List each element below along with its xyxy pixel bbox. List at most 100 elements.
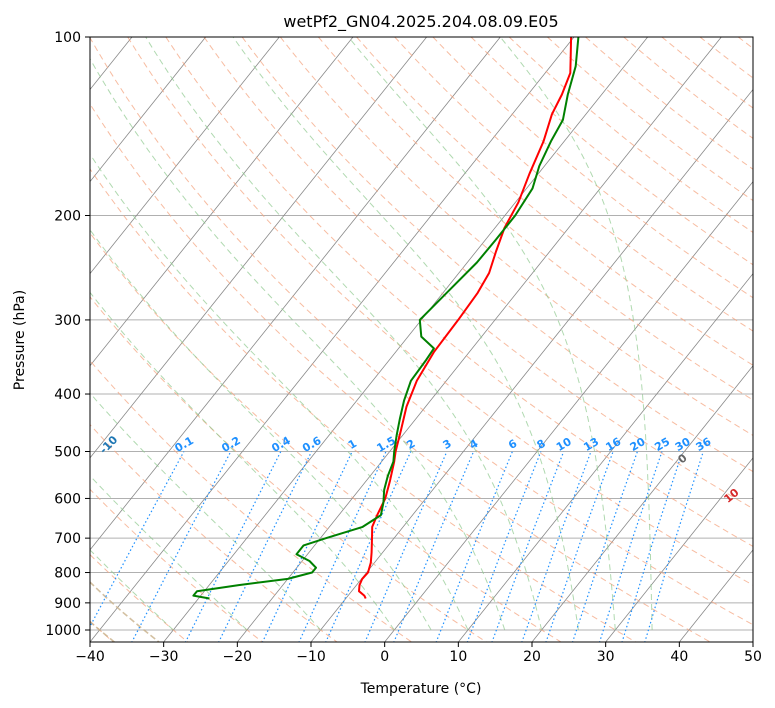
moist-adiabat-line	[232, 37, 579, 631]
x-tick-label: 20	[523, 649, 541, 665]
isotherm-line	[457, 273, 753, 642]
y-axis-label: Pressure (hPa)	[12, 290, 28, 390]
x-tick-label: −40	[75, 649, 105, 665]
x-tick-label: −30	[149, 649, 179, 665]
temperature-line	[358, 37, 573, 599]
moist-adiabat-line	[90, 229, 432, 631]
dry-adiabat-line	[508, 37, 753, 234]
dry-adiabat-line	[90, 423, 338, 642]
mixing-ratio-line	[131, 451, 232, 642]
dry-adiabat-label: -20	[30, 425, 53, 448]
x-tick-label: 10	[449, 649, 467, 665]
dry-adiabat-line	[90, 488, 264, 642]
x-tick-label: −20	[223, 649, 253, 665]
dry-adiabat-line	[90, 103, 712, 642]
isotherm-line	[605, 457, 753, 642]
isotherm-line	[531, 365, 753, 642]
isotherm-line	[0, 37, 58, 643]
dry-adiabat-line	[90, 554, 189, 642]
moist-adiabat-line	[90, 475, 248, 631]
mixing-ratio-line	[184, 451, 282, 642]
dry-adiabat-line	[737, 37, 753, 49]
mixing-ratio-line	[325, 451, 412, 642]
moist-adiabat-line	[90, 153, 469, 631]
dry-adiabat-line	[356, 37, 753, 366]
y-tick-label: 1000	[45, 623, 81, 639]
mixing-ratio-line	[521, 451, 592, 642]
mixing-ratio-label: 1	[346, 437, 359, 452]
mixing-ratio-line	[298, 451, 387, 642]
x-tick-label: 40	[670, 649, 688, 665]
moist-adiabat-line	[90, 549, 174, 631]
x-tick-label: 0	[380, 649, 389, 665]
y-tick-label: 900	[54, 596, 81, 612]
dry-adiabat-line	[90, 232, 562, 642]
y-tick-label: 400	[54, 387, 81, 403]
series-layer	[192, 37, 580, 600]
moist-adiabat-label: 20	[772, 522, 775, 542]
mixing-ratio-line	[261, 451, 353, 642]
moist-adiabat-line	[348, 37, 616, 631]
mixing-ratio-label: 4	[467, 437, 480, 452]
mixing-ratio-line	[644, 451, 704, 642]
chart-title: wetPf2_GN04.2025.204.08.09.E05	[283, 12, 558, 32]
dry-adiabat-line	[585, 37, 753, 170]
mixing-ratio-label: 6	[506, 437, 519, 452]
moist-adiabat-line	[90, 57, 506, 631]
dry-adiabat-line	[165, 37, 753, 547]
isotherm-line	[678, 549, 753, 642]
isotherm-line	[163, 37, 648, 642]
y-tick-label: 200	[54, 209, 81, 225]
isotherm-line	[90, 37, 501, 551]
isotherm-line	[752, 641, 753, 642]
moist-adiabat-line	[499, 37, 653, 630]
isotherm-line	[236, 37, 722, 642]
dry-adiabat-line	[699, 37, 753, 79]
x-axis-label: Temperature (°C)	[360, 681, 482, 697]
mixing-ratio-line	[90, 451, 185, 628]
x-tick-label: 30	[597, 649, 615, 665]
mixing-ratio-line	[621, 451, 684, 642]
line-label-layer: 0.10.20.40.611.52346810131620253036-100-…	[30, 425, 775, 542]
moist-adiabat-line	[90, 291, 395, 631]
dry-adiabat-line	[547, 37, 753, 202]
dry-adiabat-line	[90, 168, 637, 642]
moist-adiabat-line	[145, 37, 543, 631]
dry-adiabat-line	[90, 296, 488, 642]
y-tick-label: 100	[54, 30, 81, 46]
isotherm-line	[310, 88, 753, 642]
x-tick-label: −10	[296, 649, 326, 665]
dry-adiabat-line	[127, 37, 753, 586]
mixing-ratio-line	[545, 451, 614, 642]
moist-adiabat-label: 0	[676, 451, 690, 466]
y-tick-label: 800	[54, 566, 81, 582]
tick-layer: −40 −30 −20 −10 0 10 20 30 40 5010020030040050060…	[45, 30, 762, 665]
mixing-ratio-label: 8	[535, 437, 548, 452]
mixing-ratio-line	[393, 451, 475, 642]
isotherm-line	[90, 37, 280, 275]
dry-adiabat-line	[394, 37, 753, 332]
x-tick-label: 50	[744, 649, 762, 665]
plot-frame	[89, 36, 754, 643]
y-tick-label: 300	[54, 313, 81, 329]
mixing-ratio-label: 3	[441, 437, 454, 452]
y-tick-label: 600	[54, 491, 81, 507]
isotherm-line	[90, 37, 354, 367]
isotherm-line	[90, 37, 575, 642]
moist-adiabat-label: 10	[721, 486, 741, 506]
mixing-ratio-line	[466, 451, 542, 642]
mixing-ratio-line	[218, 451, 313, 642]
mixing-ratio-line	[435, 451, 513, 642]
y-tick-label: 500	[54, 444, 81, 460]
isotherm-line	[90, 37, 206, 183]
dewpoint-line	[192, 37, 580, 600]
mixing-ratio-line	[598, 451, 663, 642]
y-tick-label: 700	[54, 531, 81, 547]
mixing-ratio-line	[571, 451, 638, 642]
grid-layer	[0, 37, 753, 643]
dry-adiabat-line	[241, 37, 753, 473]
isotherm-line	[90, 37, 427, 459]
dry-adiabat-line	[279, 37, 753, 437]
dry-adiabat-line	[203, 37, 753, 510]
mixing-ratio-line	[364, 451, 448, 642]
